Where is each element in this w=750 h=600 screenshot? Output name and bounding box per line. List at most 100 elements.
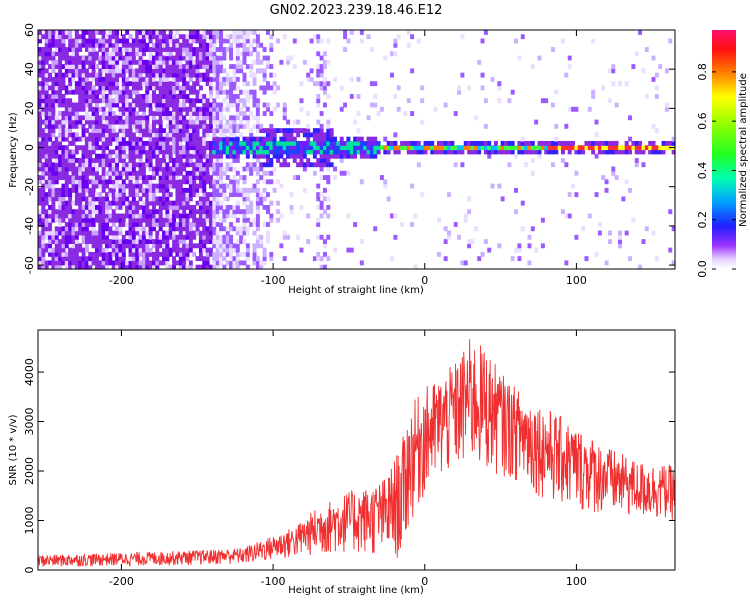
heatmap-cell	[175, 106, 180, 112]
heatmap-cell	[131, 251, 136, 257]
heatmap-cell	[235, 247, 240, 253]
heatmap-cell	[38, 47, 42, 52]
heatmap-cell	[38, 119, 42, 125]
heatmap-cell	[88, 140, 93, 146]
heatmap-cell	[108, 72, 113, 78]
heatmap-cell	[453, 162, 458, 168]
heatmap-cell	[168, 51, 173, 57]
heatmap-cell	[232, 68, 237, 74]
heatmap-cell	[91, 183, 96, 189]
heatmap-cell	[413, 149, 418, 155]
y-tick-label: 2000	[23, 457, 36, 485]
heatmap-cell	[208, 230, 213, 236]
heatmap-cell	[168, 230, 173, 236]
heatmap-cell	[135, 256, 140, 262]
heatmap-cell	[574, 170, 579, 176]
heatmap-cell	[326, 132, 331, 138]
heatmap-cell	[118, 251, 123, 257]
heatmap-cell	[208, 106, 213, 112]
heatmap-cell	[172, 89, 177, 95]
heatmap-cell	[84, 85, 89, 91]
heatmap-cell	[235, 85, 240, 91]
heatmap-cell	[255, 192, 260, 198]
heatmap-cell	[38, 158, 42, 163]
heatmap-cell	[121, 153, 126, 159]
heatmap-cell	[158, 183, 163, 189]
heatmap-cell	[78, 158, 83, 163]
heatmap-cell	[219, 38, 223, 44]
heatmap-cell	[202, 72, 207, 78]
heatmap-cell	[155, 55, 160, 61]
heatmap-cell	[118, 256, 123, 262]
heatmap-cell	[302, 149, 307, 155]
heatmap-cell	[276, 85, 280, 91]
heatmap-cell	[178, 51, 183, 57]
heatmap-cell	[74, 175, 79, 180]
heatmap-cell	[71, 51, 76, 57]
heatmap-cell	[212, 98, 217, 104]
heatmap-cell	[175, 260, 180, 266]
heatmap-cell	[175, 153, 180, 159]
heatmap-cell	[48, 196, 53, 202]
heatmap-cell	[483, 98, 488, 104]
heatmap-cell	[185, 251, 190, 257]
heatmap-cell	[245, 106, 250, 112]
heatmap-cell	[232, 132, 237, 138]
heatmap-cell	[185, 128, 190, 134]
heatmap-cell	[255, 204, 260, 210]
heatmap-cell	[58, 123, 63, 129]
heatmap-cell	[363, 149, 368, 155]
heatmap-cell	[229, 213, 234, 219]
heatmap-cell	[81, 34, 86, 40]
heatmap-cell	[212, 217, 217, 223]
heatmap-cell	[356, 149, 361, 155]
heatmap-cell	[232, 102, 237, 108]
heatmap-cell	[369, 47, 374, 52]
heatmap-cell	[51, 64, 56, 70]
heatmap-cell	[222, 128, 227, 134]
heatmap-cell	[225, 260, 230, 266]
heatmap-cell	[198, 136, 203, 142]
heatmap-cell	[88, 102, 93, 108]
heatmap-cell	[98, 153, 103, 159]
heatmap-cell	[111, 115, 116, 121]
heatmap-cell	[54, 72, 59, 78]
heatmap-cell	[577, 145, 582, 151]
heatmap-cell	[178, 239, 183, 244]
heatmap-cell	[105, 115, 110, 121]
heatmap-cell	[185, 234, 190, 240]
heatmap-cell	[51, 98, 56, 104]
heatmap-cell	[54, 226, 59, 232]
heatmap-cell	[141, 166, 146, 172]
heatmap-cell	[121, 256, 126, 262]
heatmap-cell	[235, 76, 240, 82]
heatmap-cell	[255, 68, 260, 74]
heatmap-cell	[58, 256, 63, 262]
heatmap-cell	[215, 204, 220, 210]
heatmap-cell	[74, 149, 79, 155]
heatmap-cell	[192, 85, 197, 91]
heatmap-cell	[182, 166, 187, 172]
heatmap-cell	[148, 234, 153, 240]
heatmap-cell	[145, 123, 150, 129]
heatmap-cell	[58, 38, 63, 44]
heatmap-cell	[561, 209, 565, 215]
heatmap-cell	[339, 85, 344, 91]
heatmap-cell	[74, 30, 79, 35]
heatmap-cell	[477, 59, 482, 65]
heatmap-cell	[145, 213, 150, 219]
heatmap-cell	[178, 200, 183, 206]
heatmap-cell	[135, 111, 140, 116]
heatmap-cell	[406, 149, 411, 155]
heatmap-cell	[319, 153, 324, 159]
heatmap-cell	[131, 183, 136, 189]
heatmap-cell	[68, 217, 73, 223]
heatmap-cell	[262, 89, 267, 95]
heatmap-cell	[571, 183, 576, 189]
heatmap-cell	[477, 149, 482, 155]
heatmap-cell	[611, 64, 616, 70]
heatmap-cell	[175, 64, 180, 70]
heatmap-cell	[527, 140, 532, 146]
heatmap-cell	[245, 136, 250, 142]
heatmap-cell	[390, 256, 394, 262]
